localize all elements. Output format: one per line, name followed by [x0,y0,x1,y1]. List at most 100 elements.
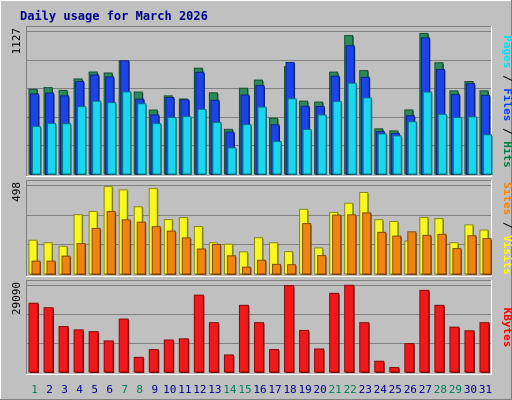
bar-sites-day-7 [121,219,131,275]
bar-sites-day-16 [256,259,266,275]
bar-pages-day-21 [332,101,342,175]
bar-sites-day-12 [196,248,206,275]
day-label-30: 30 [464,383,477,396]
day-label-24: 24 [374,383,388,396]
day-label-4: 4 [76,383,83,396]
bar-pages-day-26 [407,121,417,175]
bar-pages-day-5 [92,100,102,175]
bar-sites-day-10 [166,230,176,275]
legend-visits: Visits [501,235,512,275]
day-label-11: 11 [178,383,191,396]
bar-kbytes-day-23 [359,322,370,373]
bar-pages-day-7 [122,91,132,175]
day-label-25: 25 [389,383,402,396]
bar-kbytes-day-25 [389,367,400,373]
bar-pages-day-15 [242,124,252,175]
bar-kbytes-day-10 [163,339,174,373]
bar-pages-day-6 [107,102,117,175]
day-label-19: 19 [298,383,311,396]
bar-sites-day-31 [482,238,492,275]
bar-kbytes-day-16 [253,322,264,373]
bar-sites-day-4 [76,243,86,275]
legend-separator: / [501,215,512,235]
bar-kbytes-day-29 [449,326,460,373]
bar-pages-day-17 [272,141,282,175]
bar-kbytes-day-18 [284,285,295,373]
bar-sites-day-24 [377,231,387,275]
legend-text: KBytes [501,308,512,348]
bar-sites-day-11 [181,237,191,275]
bar-sites-day-21 [332,214,342,275]
series-pages [32,82,493,175]
day-label-7: 7 [121,383,128,396]
bar-pages-day-22 [347,82,357,175]
legend-separator: / [501,68,512,88]
day-label-20: 20 [314,383,327,396]
legend-pages: Pages [501,35,512,68]
bar-kbytes-day-3 [58,326,69,373]
bar-kbytes-day-30 [464,330,475,373]
legend-sites: Sites [501,182,512,215]
day-label-27: 27 [419,383,432,396]
bar-kbytes-day-8 [133,356,144,373]
legend-text: Pages / Files / Hits [501,35,512,168]
bar-pages-day-25 [392,135,402,175]
bar-kbytes-day-31 [479,322,490,373]
bar-kbytes-day-5 [88,331,99,373]
y-axis-max-label: 1127 [10,28,23,55]
day-label-16: 16 [253,383,266,396]
bar-kbytes-day-17 [269,349,280,373]
bar-sites-day-1 [31,260,41,275]
bar-sites-day-19 [302,223,312,275]
day-label-3: 3 [61,383,68,396]
bar-pages-day-16 [257,106,267,175]
bar-pages-day-27 [422,91,432,175]
bar-sites-day-29 [452,248,462,275]
y-axis-max-label: 29090 [10,282,23,315]
bar-pages-day-28 [437,113,447,175]
bar-pages-day-10 [167,117,177,175]
bar-kbytes-day-27 [419,289,430,373]
bar-kbytes-day-4 [73,329,84,373]
bar-sites-day-26 [407,231,417,275]
bar-kbytes-day-2 [43,307,54,373]
day-label-6: 6 [106,383,113,396]
bar-sites-day-18 [287,264,297,275]
bar-kbytes-day-11 [178,338,189,373]
day-label-23: 23 [359,383,372,396]
bar-sites-day-28 [437,233,447,275]
bar-kbytes-day-15 [238,304,249,373]
bar-pages-day-4 [77,106,87,175]
day-label-12: 12 [193,383,206,396]
bar-kbytes-day-6 [103,340,114,373]
bar-kbytes-day-24 [374,360,385,373]
bar-kbytes-day-14 [223,354,234,373]
bar-sites-day-2 [46,260,56,275]
bar-pages-day-23 [362,97,372,175]
day-label-9: 9 [151,383,158,396]
bar-sites-day-14 [226,255,236,275]
bar-sites-day-23 [362,212,372,275]
bar-sites-day-25 [392,235,402,275]
bar-sites-day-13 [211,244,221,275]
day-label-15: 15 [238,383,251,396]
legend-kbytes: KBytes [501,308,512,348]
bar-pages-day-2 [47,122,57,175]
bar-sites-day-30 [467,235,477,275]
day-label-5: 5 [91,383,98,396]
series-kbytes [28,284,490,373]
chart-panels: 1127 Pages / Files / Hits 498 Sites / Visit… [10,26,512,375]
legend: Sites / Visits [501,182,512,275]
bar-pages-day-13 [212,121,222,175]
bar-kbytes-day-28 [434,304,445,373]
legend-separator: / [501,121,512,141]
bar-kbytes-day-12 [193,294,204,373]
series-sites [31,210,492,275]
day-label-22: 22 [344,383,357,396]
bar-pages-day-19 [302,128,312,175]
day-label-2: 2 [46,383,53,396]
legend: Pages / Files / Hits [501,35,512,168]
bar-kbytes-day-1 [28,302,39,373]
bar-pages-day-30 [467,116,477,175]
